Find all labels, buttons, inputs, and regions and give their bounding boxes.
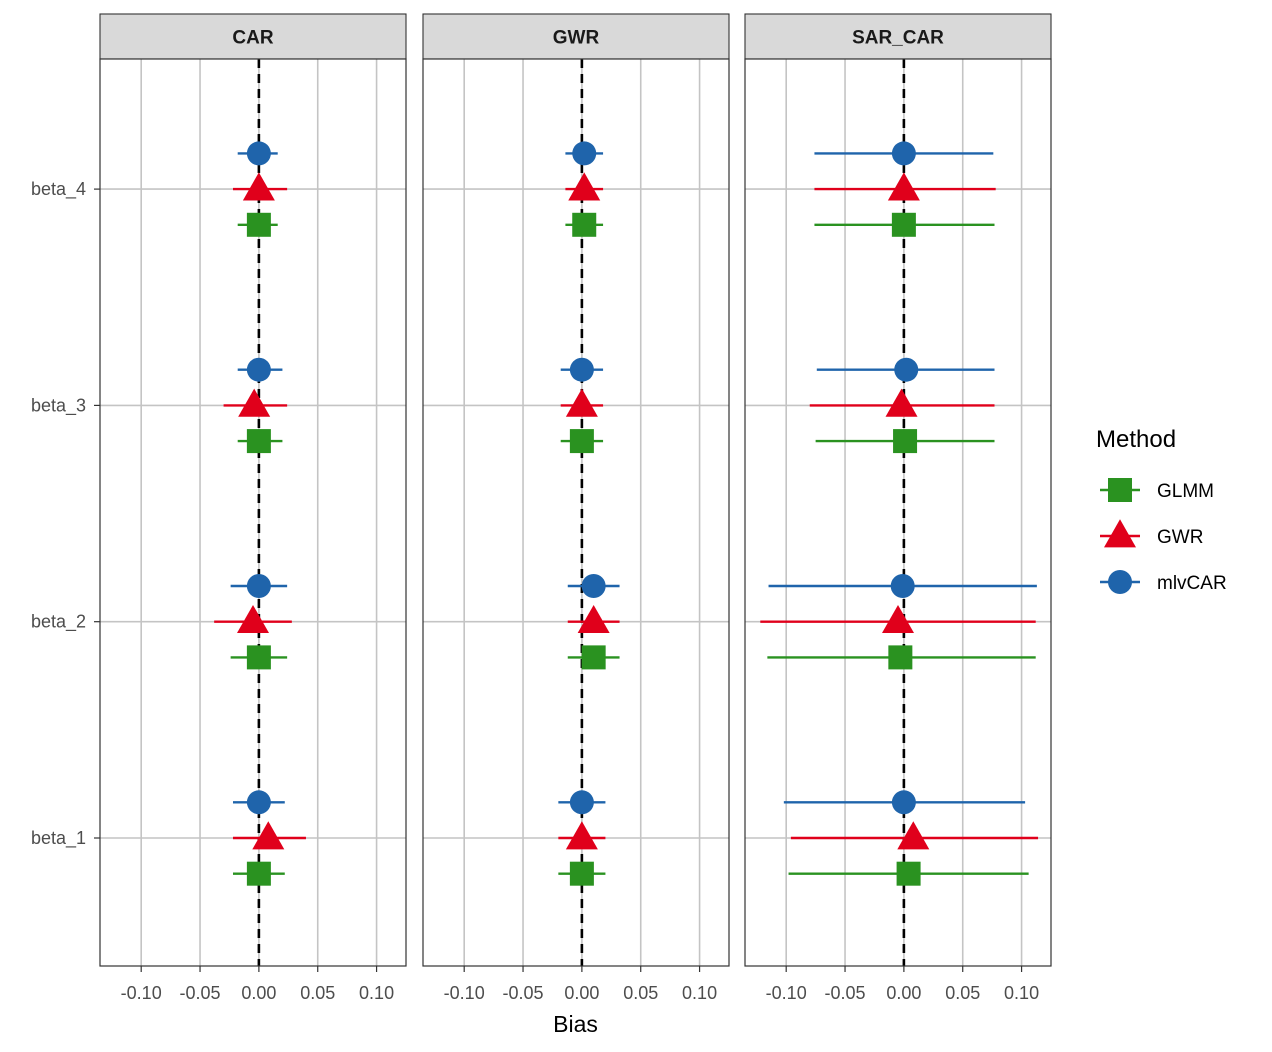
y-tick-label: beta_4 <box>31 179 86 200</box>
x-tick-label: 0.00 <box>564 983 599 1003</box>
x-tick-label: -0.05 <box>180 983 221 1003</box>
data-point <box>891 790 916 815</box>
data-point <box>894 357 919 382</box>
series-gwr <box>558 172 620 850</box>
y-axis: beta_1 beta_2 beta_3 beta_4 <box>31 179 100 849</box>
data-point <box>237 604 269 634</box>
x-tick-label: 0.10 <box>359 983 394 1003</box>
x-tick-label: -0.10 <box>121 983 162 1003</box>
data-point <box>581 574 606 599</box>
data-point <box>888 645 913 670</box>
data-point <box>242 172 275 201</box>
x-axis-title: Bias <box>553 1011 598 1037</box>
x-tick-label: -0.05 <box>825 983 866 1003</box>
data-point <box>246 357 271 382</box>
panel-border <box>422 58 730 967</box>
data-point <box>246 790 271 815</box>
data-point <box>891 141 916 166</box>
facet-strip-label: SAR_CAR <box>852 28 944 49</box>
legend: Method GLMM GWR mlvCAR <box>1096 426 1227 594</box>
data-point <box>569 429 594 454</box>
panel-sar-car: SAR_CAR -0.10 -0.05 0.00 0.05 0.10 <box>744 13 1052 1003</box>
data-point <box>238 388 271 417</box>
data-point <box>577 604 610 634</box>
data-point <box>581 645 606 670</box>
panel-car: CAR -0.10 -0.05 0.00 0.05 0.10 <box>99 13 407 1003</box>
data-point <box>568 172 601 201</box>
legend-label: GWR <box>1157 527 1203 548</box>
x-tick-label: 0.05 <box>300 983 335 1003</box>
data-point <box>569 861 594 886</box>
data-point <box>882 604 914 634</box>
data-point <box>896 861 921 886</box>
legend-key-marker <box>1108 570 1132 594</box>
facet-strip-label: GWR <box>553 28 600 49</box>
legend-item-glmm: GLMM <box>1100 478 1214 502</box>
data-point <box>565 821 598 850</box>
legend-item-mlvcar: mlvCAR <box>1100 570 1227 594</box>
legend-key-marker <box>1108 478 1132 502</box>
panel-background <box>100 59 406 966</box>
data-point <box>572 212 597 237</box>
legend-title: Method <box>1096 426 1176 453</box>
x-tick-label: -0.10 <box>766 983 807 1003</box>
data-point <box>246 861 271 886</box>
facet-strip <box>99 13 407 60</box>
data-point <box>891 212 916 237</box>
series-mlvcar <box>558 141 620 815</box>
panel-border <box>744 58 1052 967</box>
y-tick-label: beta_1 <box>31 828 86 849</box>
data-point <box>246 645 271 670</box>
data-point <box>885 388 918 417</box>
x-tick-label: 0.05 <box>945 983 980 1003</box>
panels-layer: CAR -0.10 -0.05 0.00 0.05 0.10 GWR -0.10 -0.05 0.… <box>99 13 1052 1003</box>
x-tick-label: -0.10 <box>444 983 485 1003</box>
data-point <box>569 790 594 815</box>
data-point <box>565 388 598 417</box>
data-point <box>246 212 271 237</box>
panel-background <box>745 59 1051 966</box>
panel-border <box>99 58 407 967</box>
data-point <box>887 172 920 201</box>
facet-strip-label: CAR <box>232 28 273 49</box>
data-point <box>572 141 597 166</box>
data-point <box>246 574 271 599</box>
panel-background <box>423 59 729 966</box>
x-tick-label: 0.05 <box>623 983 658 1003</box>
y-tick-label: beta_2 <box>31 612 86 633</box>
legend-label: GLMM <box>1157 481 1214 502</box>
series-glmm <box>767 212 1036 886</box>
data-point <box>890 574 915 599</box>
x-tick-label: 0.00 <box>241 983 276 1003</box>
data-point <box>897 821 930 850</box>
series-glmm <box>230 212 288 886</box>
x-tick-label: 0.10 <box>1004 983 1039 1003</box>
y-tick-label: beta_3 <box>31 395 86 416</box>
facet-strip <box>422 13 730 60</box>
x-tick-label: 0.10 <box>682 983 717 1003</box>
data-point <box>246 429 271 454</box>
data-point <box>246 141 271 166</box>
data-point <box>569 357 594 382</box>
series-gwr <box>760 172 1039 850</box>
facet-strip <box>744 13 1052 60</box>
legend-item-gwr: GWR <box>1100 519 1203 548</box>
legend-label: mlvCAR <box>1157 573 1227 594</box>
x-tick-label: 0.00 <box>886 983 921 1003</box>
series-gwr <box>214 172 306 850</box>
series-mlvcar <box>230 141 288 815</box>
data-point <box>252 821 285 850</box>
x-tick-label: -0.05 <box>503 983 544 1003</box>
series-mlvcar <box>768 141 1037 815</box>
legend-key-marker <box>1104 519 1136 548</box>
panel-gwr: GWR -0.10 -0.05 0.00 0.05 0.10 <box>422 13 730 1003</box>
data-point <box>893 429 918 454</box>
series-glmm <box>558 212 620 886</box>
